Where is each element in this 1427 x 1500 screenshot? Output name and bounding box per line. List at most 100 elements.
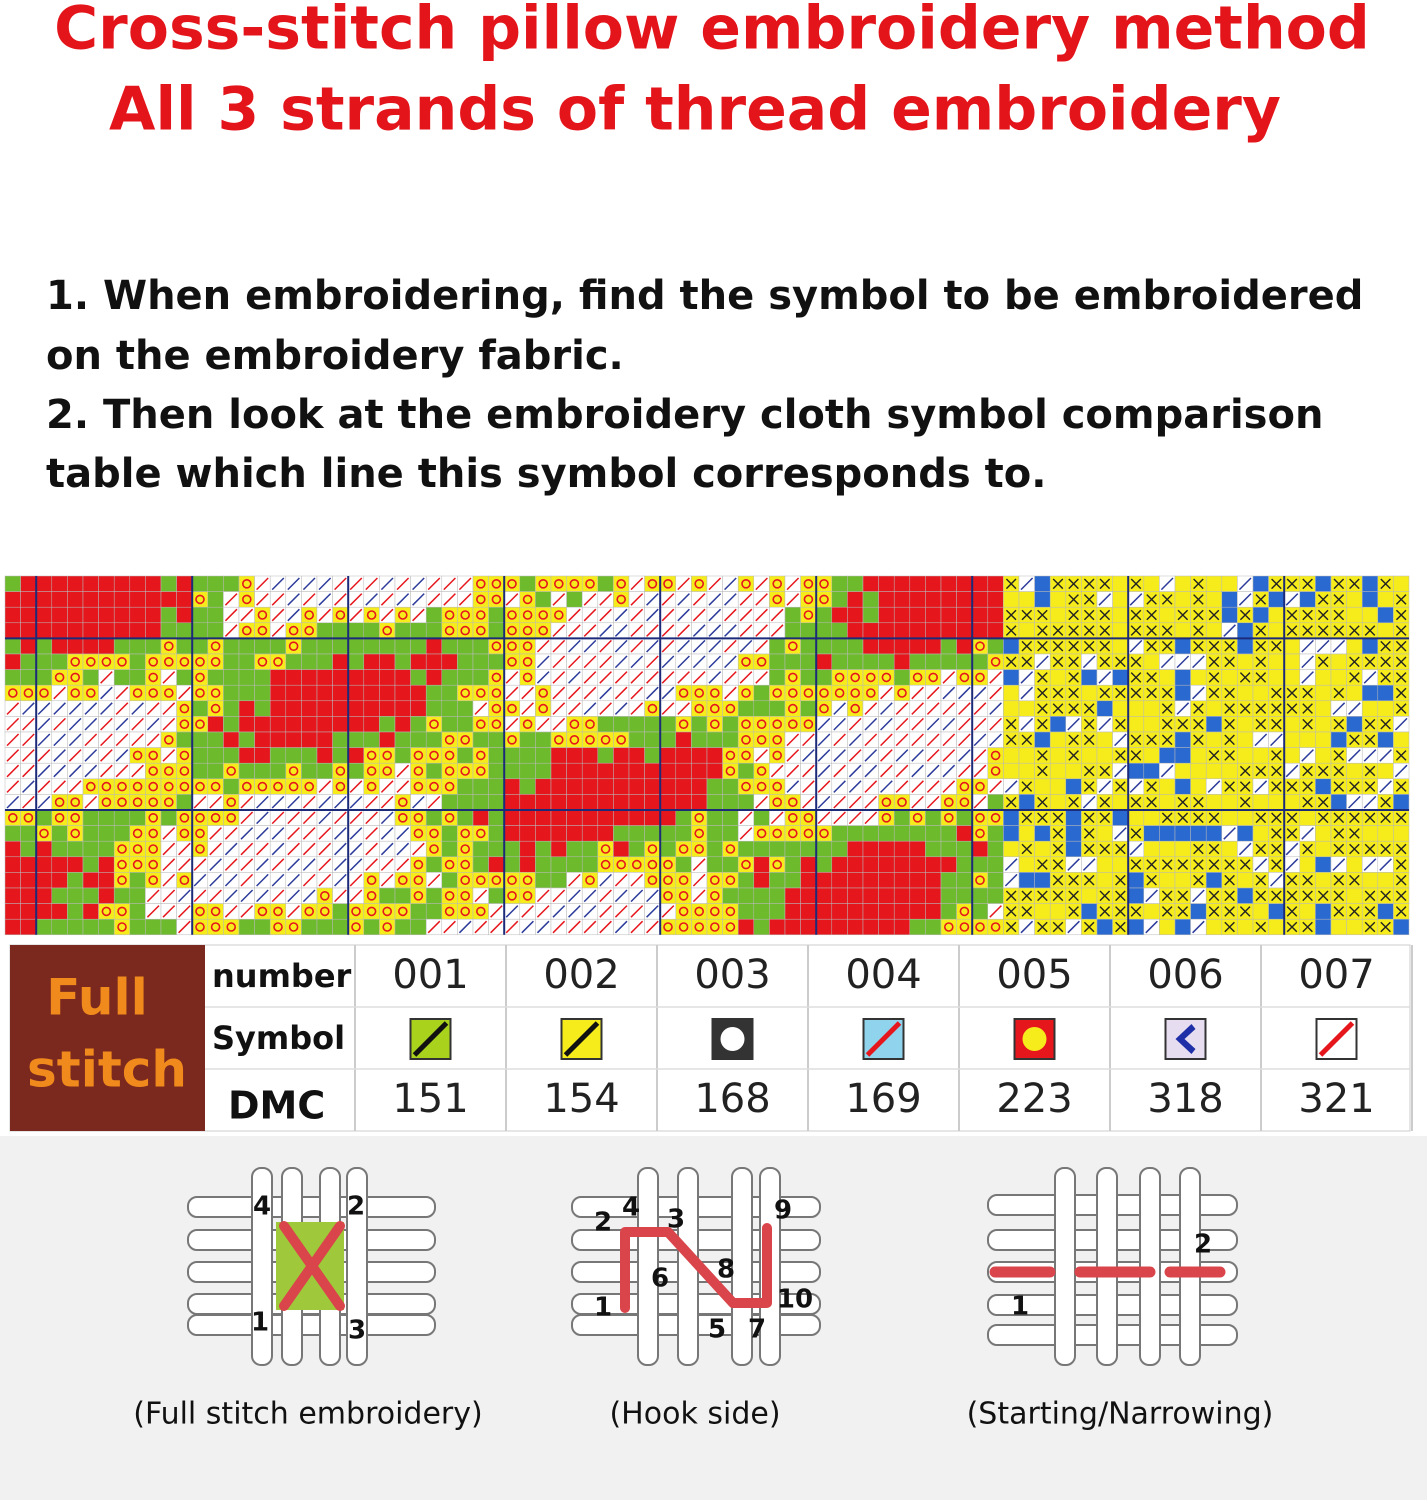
pattern-symbol <box>755 795 768 809</box>
pattern-symbol <box>148 656 158 667</box>
pattern-cell <box>550 856 567 873</box>
pattern-cell <box>332 669 349 686</box>
pattern-symbol <box>210 922 221 932</box>
pattern-cell <box>971 918 989 936</box>
pattern-symbol <box>975 641 985 652</box>
pattern-symbol <box>568 920 581 934</box>
pattern-cell <box>98 606 115 624</box>
pattern-cell <box>535 794 552 811</box>
pattern-cell <box>269 918 287 936</box>
pattern-cell <box>519 669 536 686</box>
pattern-symbol <box>257 781 268 792</box>
pattern-symbol <box>959 906 970 917</box>
pattern-cell <box>129 606 146 624</box>
pattern-cell <box>1377 762 1394 780</box>
pattern-symbol <box>522 641 533 652</box>
pattern-cell <box>737 778 755 795</box>
pattern-cell <box>145 778 162 795</box>
pattern-cell <box>394 653 411 670</box>
pattern-symbol <box>1020 577 1034 591</box>
pattern-cell <box>82 809 99 826</box>
pattern-cell <box>363 606 380 624</box>
pattern-symbol <box>1146 734 1157 746</box>
pattern-symbol <box>958 686 971 700</box>
pattern-cell <box>145 794 162 811</box>
pattern-symbol <box>990 766 1001 776</box>
pattern-cell <box>1268 918 1285 936</box>
pattern-symbol <box>148 766 158 776</box>
pattern-cell <box>1081 669 1098 686</box>
pattern-cell <box>394 918 411 936</box>
pattern-cell <box>20 918 37 936</box>
pattern-cell <box>472 747 489 764</box>
pattern-symbol <box>458 577 472 591</box>
pattern-symbol <box>583 686 597 700</box>
pattern-cell <box>722 716 739 733</box>
pattern-cell <box>472 794 489 811</box>
symbol-mark <box>412 1021 449 1057</box>
pattern-symbol <box>366 750 377 761</box>
pattern-symbol <box>755 608 768 622</box>
pattern-symbol <box>677 624 690 637</box>
pattern-cell <box>550 840 567 858</box>
pattern-cell <box>800 575 817 592</box>
pattern-cell <box>129 918 146 936</box>
pattern-cell <box>987 872 1004 889</box>
pattern-cell <box>332 778 349 795</box>
pattern-cell <box>535 731 552 748</box>
pattern-symbol <box>536 639 550 653</box>
pattern-cell <box>628 856 645 873</box>
pattern-symbol <box>1317 765 1329 777</box>
pattern-cell <box>1361 606 1379 624</box>
pattern-cell <box>722 903 739 920</box>
pattern-cell <box>223 809 240 826</box>
pattern-cell <box>675 903 692 920</box>
pattern-cell <box>145 653 162 670</box>
pattern-symbol <box>725 766 736 776</box>
pattern-symbol <box>1129 780 1143 793</box>
pattern-symbol <box>1285 858 1299 871</box>
pattern-symbol <box>1395 906 1407 917</box>
pattern-cell <box>20 856 37 873</box>
pattern-cell <box>488 653 505 670</box>
pattern-symbol <box>1130 578 1142 590</box>
pattern-cell <box>503 575 521 592</box>
pattern-cell <box>940 575 957 592</box>
pattern-cell <box>753 684 770 702</box>
pattern-symbol <box>70 688 80 698</box>
pattern-cell <box>800 669 817 686</box>
pattern-symbol <box>335 766 346 776</box>
pattern-symbol <box>1068 874 1079 886</box>
pattern-cell <box>706 856 723 873</box>
pattern-cell <box>550 606 567 624</box>
pattern-symbol <box>1161 718 1173 730</box>
pattern-cell <box>706 762 723 780</box>
pattern-cell <box>98 903 115 920</box>
thread-horizontal <box>187 1314 436 1336</box>
pattern-cell <box>1049 903 1067 920</box>
diagram-caption: (Starting/Narrowing) <box>967 1397 1274 1432</box>
pattern-cell <box>379 669 396 686</box>
pattern-symbol <box>164 734 174 745</box>
pattern-symbol <box>1333 750 1345 761</box>
pattern-cell <box>1315 840 1332 858</box>
pattern-cell <box>98 918 115 936</box>
pattern-cell <box>519 887 536 904</box>
pattern-symbol <box>1146 640 1157 652</box>
pattern-symbol <box>240 827 254 840</box>
symbol-icon <box>1164 1018 1207 1060</box>
pattern-symbol <box>70 797 80 808</box>
pattern-cell <box>535 809 552 826</box>
pattern-cell <box>706 918 723 936</box>
pattern-cell <box>129 622 146 639</box>
pattern-cell <box>878 809 895 826</box>
pattern-symbol <box>382 750 393 761</box>
pattern-cell <box>207 778 224 795</box>
pattern-symbol <box>1193 594 1204 605</box>
pattern-cell <box>862 856 879 873</box>
pattern-cell <box>769 872 786 889</box>
pattern-symbol <box>819 828 829 839</box>
pattern-symbol <box>507 703 517 714</box>
pattern-cell <box>1237 809 1254 826</box>
pattern-symbol <box>568 671 581 684</box>
